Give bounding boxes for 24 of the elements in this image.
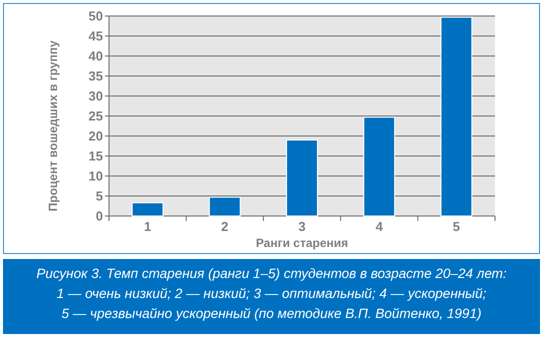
bar: [440, 16, 472, 216]
y-tick-label: 25: [88, 108, 103, 124]
y-tick-label: 0: [96, 208, 103, 224]
x-tick-label: 4: [376, 219, 384, 234]
y-axis-title: Процент вошедших в группу: [46, 40, 60, 212]
y-tick-label: 10: [88, 168, 103, 184]
x-tick-label: 3: [298, 219, 306, 234]
y-tick-label: 50: [88, 8, 103, 24]
y-tick-label: 35: [88, 68, 103, 84]
y-tick-label: 20: [88, 128, 103, 144]
text: Рисунок 3. Темп старения (ранги 1–5) студентов в возрасте 20–24 лет: 1 — очень низкий; 2 — низкий; 3 — оптимальный; 4 — ускоренный; 5 — чрезвычайно ускоренный (по методике В.П. Войтенко, 1991): [36, 266, 507, 321]
y-tick-label: 40: [88, 48, 103, 64]
bar: [363, 116, 396, 216]
x-tick-label: 5: [452, 219, 460, 234]
x-tick-label: 2: [221, 219, 228, 234]
bar: [286, 140, 318, 216]
bar: [132, 202, 164, 216]
x-tick-label: 1: [144, 219, 152, 234]
bar: [208, 196, 241, 216]
y-tick-label: 30: [88, 88, 103, 104]
x-axis-title: Ранги старения: [256, 236, 348, 250]
y-tick-label: 5: [96, 188, 103, 204]
y-tick-label: 45: [88, 28, 103, 44]
y-tick-label: 15: [88, 148, 103, 164]
